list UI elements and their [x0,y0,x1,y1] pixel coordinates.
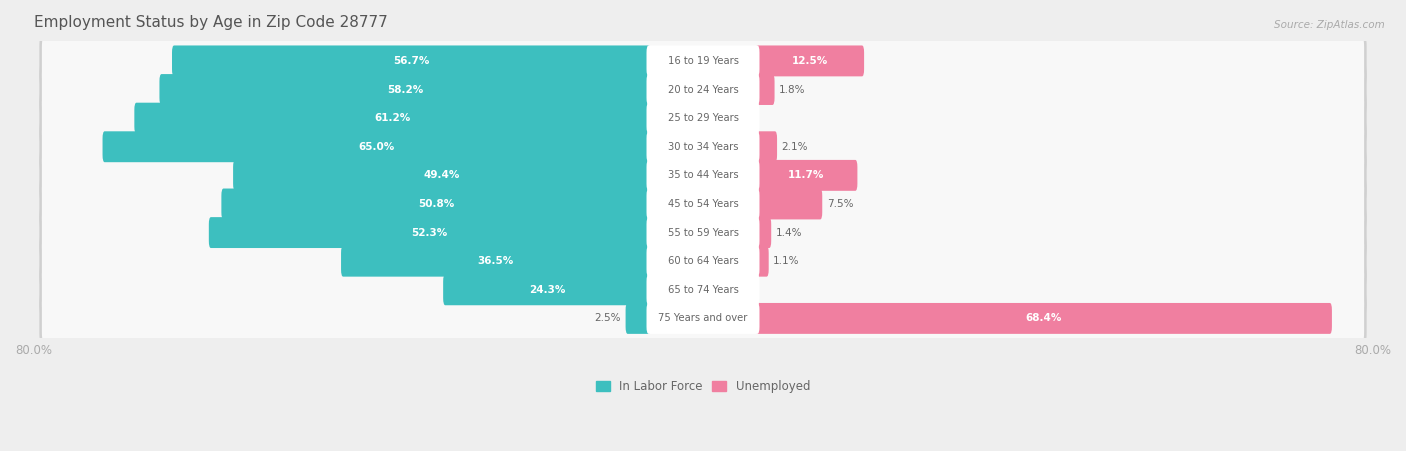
Text: 24.3%: 24.3% [529,285,565,295]
Text: 68.4%: 68.4% [1025,313,1062,323]
Text: 75 Years and over: 75 Years and over [658,313,748,323]
Text: 25 to 29 Years: 25 to 29 Years [668,113,738,123]
FancyBboxPatch shape [39,32,1367,90]
Text: 1.1%: 1.1% [773,256,800,266]
FancyBboxPatch shape [39,175,1367,233]
FancyBboxPatch shape [39,118,1367,175]
FancyBboxPatch shape [39,89,1367,147]
FancyBboxPatch shape [39,60,1367,119]
FancyBboxPatch shape [233,160,651,191]
FancyBboxPatch shape [647,131,759,162]
Text: 12.5%: 12.5% [792,56,828,66]
FancyBboxPatch shape [42,147,1364,203]
FancyBboxPatch shape [42,262,1364,318]
FancyBboxPatch shape [647,246,759,276]
FancyBboxPatch shape [755,160,858,191]
Text: 16 to 19 Years: 16 to 19 Years [668,56,738,66]
Text: 36.5%: 36.5% [478,256,515,266]
FancyBboxPatch shape [42,62,1364,117]
FancyBboxPatch shape [42,176,1364,232]
FancyBboxPatch shape [755,246,769,276]
FancyBboxPatch shape [647,274,759,305]
FancyBboxPatch shape [755,189,823,220]
Text: 50.8%: 50.8% [418,199,454,209]
FancyBboxPatch shape [42,205,1364,260]
FancyBboxPatch shape [755,46,865,76]
FancyBboxPatch shape [755,303,1331,334]
Text: 30 to 34 Years: 30 to 34 Years [668,142,738,152]
FancyBboxPatch shape [221,189,651,220]
FancyBboxPatch shape [755,217,772,248]
FancyBboxPatch shape [39,147,1367,204]
Text: 20 to 24 Years: 20 to 24 Years [668,84,738,95]
Text: 2.5%: 2.5% [595,313,621,323]
FancyBboxPatch shape [39,204,1367,262]
FancyBboxPatch shape [209,217,651,248]
Text: Employment Status by Age in Zip Code 28777: Employment Status by Age in Zip Code 287… [34,15,387,30]
Text: 1.8%: 1.8% [779,84,806,95]
Text: Source: ZipAtlas.com: Source: ZipAtlas.com [1274,20,1385,30]
FancyBboxPatch shape [647,217,759,248]
FancyBboxPatch shape [342,246,651,276]
FancyBboxPatch shape [647,46,759,76]
FancyBboxPatch shape [647,303,759,334]
Text: 60 to 64 Years: 60 to 64 Years [668,256,738,266]
Text: 52.3%: 52.3% [412,228,449,238]
Text: 7.5%: 7.5% [827,199,853,209]
FancyBboxPatch shape [39,232,1367,290]
FancyBboxPatch shape [42,234,1364,289]
FancyBboxPatch shape [42,290,1364,346]
Text: 2.1%: 2.1% [782,142,808,152]
Text: 55 to 59 Years: 55 to 59 Years [668,228,738,238]
FancyBboxPatch shape [42,119,1364,175]
Text: 58.2%: 58.2% [387,84,423,95]
FancyBboxPatch shape [172,46,651,76]
Text: 65.0%: 65.0% [359,142,395,152]
Text: 49.4%: 49.4% [423,170,460,180]
FancyBboxPatch shape [626,303,651,334]
FancyBboxPatch shape [647,103,759,133]
Legend: In Labor Force, Unemployed: In Labor Force, Unemployed [591,376,815,398]
Text: 65 to 74 Years: 65 to 74 Years [668,285,738,295]
FancyBboxPatch shape [755,131,778,162]
Text: 61.2%: 61.2% [374,113,411,123]
FancyBboxPatch shape [42,90,1364,146]
FancyBboxPatch shape [443,274,651,305]
FancyBboxPatch shape [159,74,651,105]
Text: 11.7%: 11.7% [789,170,824,180]
FancyBboxPatch shape [39,290,1367,347]
FancyBboxPatch shape [39,261,1367,319]
Text: 1.4%: 1.4% [776,228,803,238]
FancyBboxPatch shape [103,131,651,162]
FancyBboxPatch shape [647,189,759,220]
FancyBboxPatch shape [135,103,651,133]
FancyBboxPatch shape [647,160,759,191]
Text: 56.7%: 56.7% [394,56,430,66]
Text: 35 to 44 Years: 35 to 44 Years [668,170,738,180]
FancyBboxPatch shape [647,74,759,105]
Text: 45 to 54 Years: 45 to 54 Years [668,199,738,209]
FancyBboxPatch shape [755,74,775,105]
FancyBboxPatch shape [42,33,1364,89]
